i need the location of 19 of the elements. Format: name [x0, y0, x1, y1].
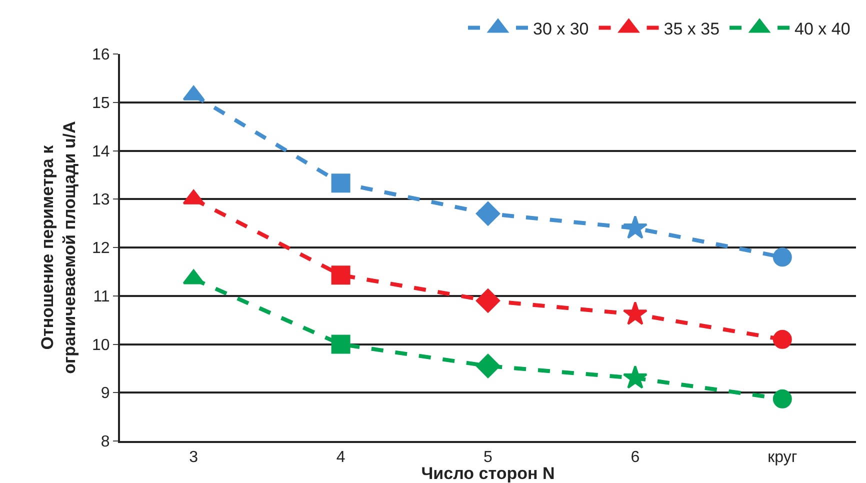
y-tick-label: 14	[92, 143, 110, 160]
x-tick-label: 4	[336, 449, 346, 466]
y-tick-label: 8	[100, 434, 110, 451]
x-axis-title: Число сторон N	[421, 464, 555, 483]
x-tick-label: круг	[768, 449, 798, 466]
x-tick-label: 3	[189, 449, 198, 466]
y-tick-label: 15	[92, 94, 110, 112]
y-axis-title: Отношение периметра к ограничеваемой площади u/A	[38, 121, 80, 374]
y-tick-label: 12	[92, 240, 110, 258]
legend-label: 30 x 30	[533, 19, 589, 38]
y-tick-label: 13	[92, 192, 110, 209]
y-tick-label: 11	[93, 288, 110, 306]
legend-label: 40 x 40	[794, 19, 850, 38]
y-tick-label: 10	[92, 336, 110, 354]
legend-label: 35 x 35	[664, 19, 720, 38]
y-tick-label: 16	[92, 46, 110, 64]
x-tick-label: 6	[630, 449, 640, 466]
x-tick-label: 5	[484, 449, 493, 466]
y-tick-label: 9	[100, 385, 110, 402]
